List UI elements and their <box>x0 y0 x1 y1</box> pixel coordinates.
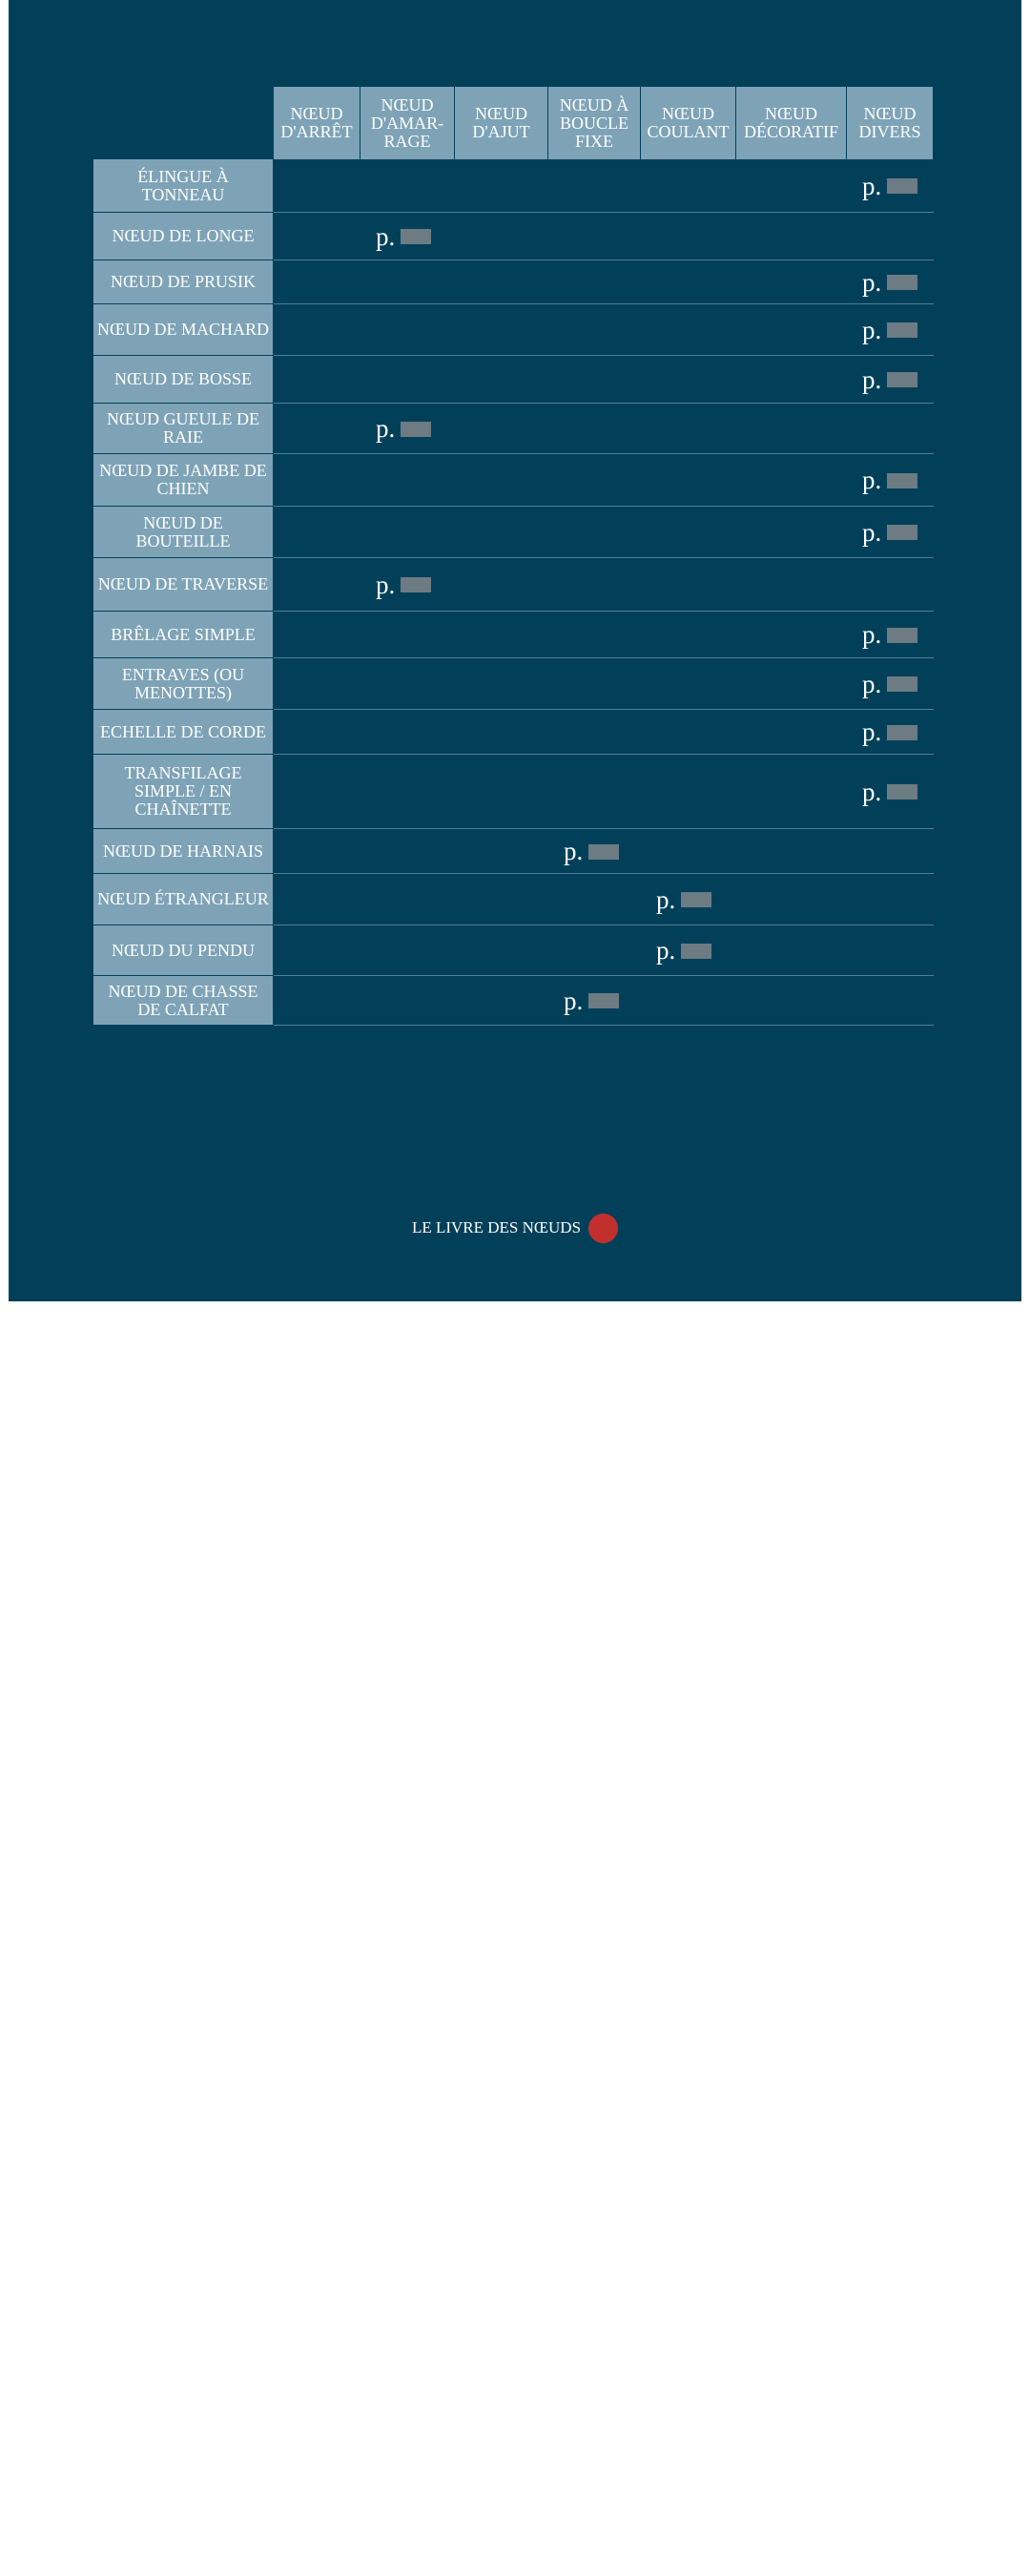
row-label: NŒUD DU PENDU <box>93 925 273 976</box>
page-reference: p. <box>656 874 712 925</box>
page-number-glyph <box>887 724 918 740</box>
row-label: NŒUD DE MACHARD <box>93 304 273 356</box>
row-separator <box>274 212 934 213</box>
footer-title: LE LIVRE DES NŒUDS <box>411 1218 582 1236</box>
row-label: NŒUD DE PRUSIK <box>93 260 273 304</box>
page-reference: p. <box>862 658 918 710</box>
page-reference: p. <box>862 356 918 404</box>
row-separator <box>274 754 934 755</box>
column-header: NŒUD À BOUCLE FIXE <box>548 87 641 159</box>
footer: LE LIVRE DES NŒUDS <box>0 1212 1030 1244</box>
page-prefix: p. <box>564 986 584 1015</box>
page-number-glyph <box>588 993 620 1008</box>
column-header: NŒUD D'AJUT <box>455 87 548 159</box>
page-prefix: p. <box>862 171 882 200</box>
column-header: NŒUD COULANT <box>641 87 736 159</box>
page-number-glyph <box>887 676 918 692</box>
row-separator <box>274 403 934 404</box>
column-header: NŒUD D'AMAR-RAGE <box>360 87 455 159</box>
row-separator <box>274 1025 934 1026</box>
row-label: NŒUD DE LONGE <box>93 213 273 260</box>
page-reference: p. <box>862 507 918 558</box>
page-reference: p. <box>564 829 620 874</box>
page-reference: p. <box>376 404 432 454</box>
page-prefix: p. <box>862 717 882 746</box>
row-label: BRÊLAGE SIMPLE <box>93 612 273 658</box>
row-separator <box>274 611 934 612</box>
page-reference: p. <box>656 925 712 976</box>
page-reference: p. <box>564 976 620 1026</box>
page-prefix: p. <box>862 267 882 297</box>
row-separator <box>274 557 934 558</box>
page-prefix: p. <box>862 517 882 547</box>
row-label: ECHELLE DE CORDE <box>93 710 273 755</box>
page-prefix: p. <box>376 221 396 251</box>
page-number-glyph <box>401 229 432 244</box>
row-label: NŒUD DE CHASSE DE CALFAT <box>93 976 273 1026</box>
row-label: NŒUD DE BOSSE <box>93 356 273 404</box>
column-header: NŒUD D'ARRÊT <box>274 87 360 159</box>
page-reference: p. <box>862 710 918 755</box>
row-label: NŒUD ÉTRANGLEUR <box>93 874 273 925</box>
page-number-glyph <box>401 577 432 592</box>
row-label: NŒUD DE TRAVERSE <box>93 558 273 612</box>
page-reference: p. <box>862 755 918 829</box>
page-reference: p. <box>376 558 432 612</box>
page-number-badge <box>588 1213 619 1243</box>
page-prefix: p. <box>376 570 396 599</box>
row-separator <box>274 303 934 304</box>
page-number-glyph <box>887 372 918 387</box>
row-label: ENTRAVES (OU MENOTTES) <box>93 658 273 710</box>
row-label: NŒUD GUEULE DE RAIE <box>93 404 273 454</box>
page-prefix: p. <box>376 414 396 443</box>
row-separator <box>274 873 934 874</box>
page-prefix: p. <box>656 884 676 914</box>
page-reference: p. <box>862 304 918 356</box>
row-separator <box>274 709 934 710</box>
row-separator <box>274 828 934 829</box>
page-prefix: p. <box>564 837 584 865</box>
page-prefix: p. <box>862 620 882 649</box>
page-number-glyph <box>681 892 712 907</box>
page-number-glyph <box>887 178 918 194</box>
row-label: NŒUD DE BOUTEILLE <box>93 507 273 558</box>
row-separator <box>274 453 934 454</box>
page-reference: p. <box>862 159 918 213</box>
row-label: NŒUD DE JAMBE DE CHIEN <box>93 454 273 507</box>
page-number-glyph <box>887 627 918 643</box>
page-number-glyph <box>887 275 918 290</box>
page-reference: p. <box>376 213 432 260</box>
page-reference: p. <box>862 260 918 304</box>
column-header: NŒUD DÉCORATIF <box>736 87 847 159</box>
knot-table: NŒUD D'ARRÊT NŒUD D'AMAR-RAGE NŒUD D'AJUT N… <box>0 0 1030 1049</box>
page-reference: p. <box>862 612 918 658</box>
page-reference: p. <box>862 454 918 507</box>
page-number-glyph <box>887 784 918 800</box>
page-number-glyph <box>887 525 918 540</box>
page-prefix: p. <box>862 364 882 394</box>
column-header: NŒUD DIVERS <box>847 87 934 159</box>
page-number-glyph <box>887 322 918 338</box>
page-prefix: p. <box>862 777 882 806</box>
row-separator <box>274 975 934 976</box>
row-label: NŒUD DE HARNAIS <box>93 829 273 874</box>
page-prefix: p. <box>862 466 882 494</box>
row-separator <box>274 924 934 925</box>
page-number-glyph <box>681 943 712 959</box>
row-separator <box>274 657 934 658</box>
page-prefix: p. <box>656 936 676 965</box>
page-prefix: p. <box>862 315 882 344</box>
page-number-glyph <box>401 421 432 437</box>
row-separator <box>274 355 934 356</box>
row-label: TRANSFILAGE SIMPLE / EN CHAÎNETTE <box>93 755 273 829</box>
row-label: ÉLINGUE À TONNEAU <box>93 159 273 213</box>
page-number-glyph <box>887 472 918 488</box>
page-number-glyph <box>588 843 620 860</box>
row-separator <box>274 506 934 507</box>
page-prefix: p. <box>862 669 882 698</box>
